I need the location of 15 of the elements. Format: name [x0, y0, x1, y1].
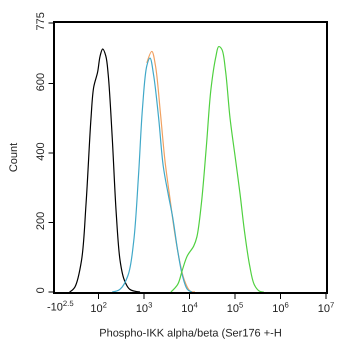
y-tick-label: 600	[34, 72, 47, 92]
x-tick-label: 10$^{3}$	[136, 300, 152, 315]
x-axis-title: Phospho-IKK alpha/beta (Ser176 +-H	[99, 328, 282, 340]
y-tick-label: 0	[34, 287, 47, 294]
text: -10$^{2.5}$	[47, 299, 74, 314]
y-tick-label: 775	[34, 12, 47, 31]
x-tick-label: 10$^{7}$	[318, 300, 334, 315]
y-tick-label: 200	[34, 212, 47, 230]
line-series	[146, 50, 196, 292]
x-tick-label: 10$^{2}$	[90, 300, 107, 315]
x-tick-label: 10$^{4}$	[181, 300, 199, 315]
x-tick-label: 10$^{6}$	[272, 300, 289, 315]
y-axis-title: Count	[8, 142, 20, 172]
y-tick-label: 400	[34, 142, 47, 161]
x-tick-label: 10$^{5}$	[226, 300, 244, 315]
